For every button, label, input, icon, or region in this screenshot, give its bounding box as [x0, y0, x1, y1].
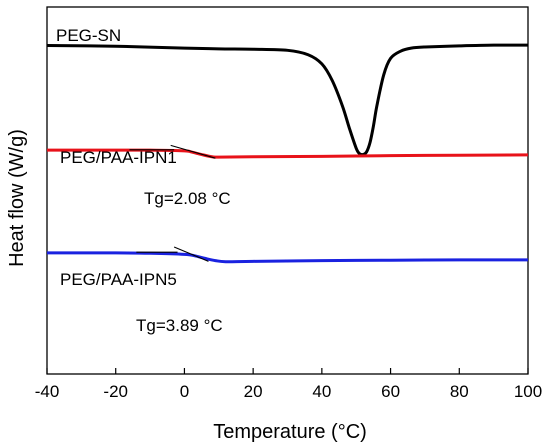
tg-slope-ipn1: [170, 144, 216, 159]
x-axis-ticks: [46, 368, 529, 374]
series-line-peg-paa-ipn5: [46, 251, 529, 264]
y-axis-title: Heat flow (W/g): [6, 129, 28, 267]
x-tick-label: 40: [312, 382, 331, 401]
series-label-peg-sn: PEG-SN: [56, 26, 121, 45]
tg-annotation-ipn5: Tg=3.89 °C: [136, 316, 223, 335]
series-label-peg-paa-ipn1: PEG/PAA-IPN1: [60, 148, 177, 167]
x-tick-label: 60: [381, 382, 400, 401]
tg-slope-ipn5: [173, 246, 209, 262]
series-line-peg-sn: [46, 43, 529, 157]
x-axis-title: Temperature (°C): [213, 421, 367, 443]
x-axis-tick-labels: -40 -20 0 20 40 60 80 100: [35, 382, 542, 401]
x-tick-label: 100: [514, 382, 542, 401]
x-tick-label: 20: [244, 382, 263, 401]
x-tick-label: 0: [180, 382, 189, 401]
series-label-peg-paa-ipn5: PEG/PAA-IPN5: [60, 270, 177, 289]
x-tick-label: -40: [35, 382, 60, 401]
tg-annotation-ipn1: Tg=2.08 °C: [144, 189, 231, 208]
tg-tangent-lines: [129, 144, 216, 262]
x-tick-label: 80: [450, 382, 469, 401]
x-tick-label: -20: [103, 382, 128, 401]
plot-frame: [46, 6, 529, 375]
